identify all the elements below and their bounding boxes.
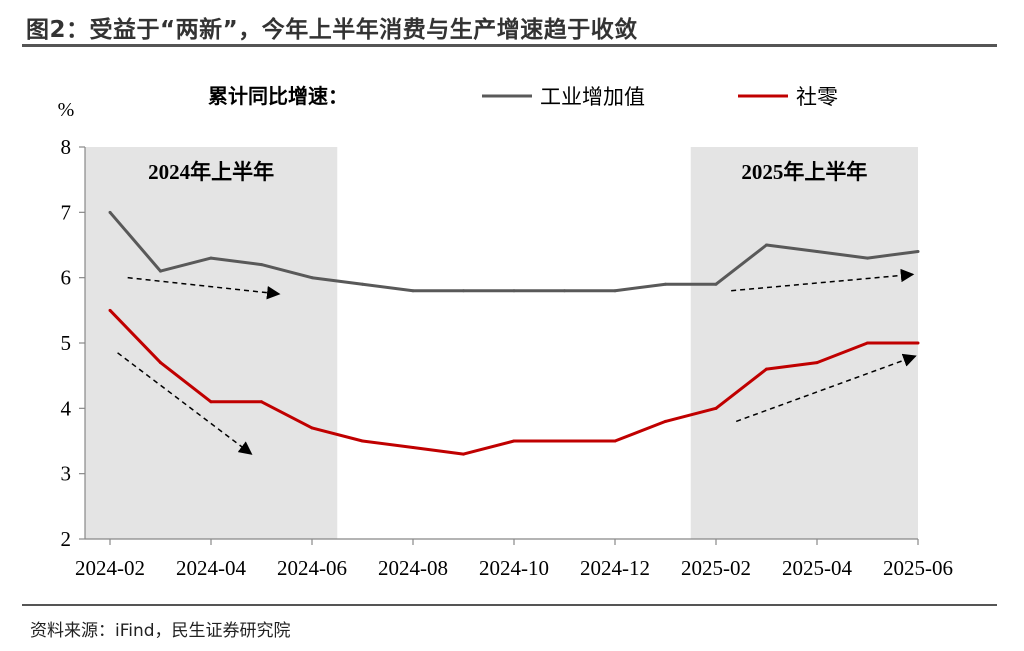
x-tick-label: 2024-12	[580, 556, 650, 580]
data-point	[260, 263, 263, 267]
data-point	[815, 361, 819, 365]
source-note: 资料来源：iFind，民生证券研究院	[30, 621, 291, 641]
data-point	[411, 289, 415, 293]
data-point	[209, 400, 213, 404]
x-tick-label: 2024-08	[378, 556, 448, 580]
footer-rule	[22, 604, 997, 606]
y-tick-label: 6	[61, 266, 72, 290]
data-point	[765, 243, 768, 247]
data-point	[563, 439, 566, 443]
trend-arrow	[735, 353, 917, 423]
data-point	[714, 282, 718, 286]
x-tick-label: 2025-04	[782, 556, 852, 580]
shaded-period-label: 2025年上半年	[741, 160, 867, 184]
data-point	[916, 250, 920, 254]
y-tick-label: 4	[61, 396, 72, 420]
x-tick-label: 2024-02	[75, 556, 145, 580]
shaded-periods: 2024年上半年 2025年上半年	[85, 147, 918, 539]
title-rule	[22, 44, 997, 47]
data-point	[563, 289, 566, 293]
legend-label: 工业增加值	[540, 85, 645, 109]
y-axis-unit: %	[58, 99, 75, 121]
series-lines	[108, 210, 920, 456]
shaded-period-1	[85, 147, 338, 539]
data-point	[310, 426, 314, 430]
x-tick-label: 2025-02	[681, 556, 751, 580]
data-point	[108, 210, 112, 214]
data-point	[361, 282, 364, 286]
data-point	[765, 367, 768, 371]
data-point	[815, 250, 819, 254]
y-tick-label: 5	[61, 331, 72, 355]
x-tick-label: 2025-06	[883, 556, 953, 580]
data-point	[159, 269, 162, 273]
trend-arrow	[731, 268, 915, 292]
data-point	[462, 289, 465, 293]
trend-arrow	[127, 276, 281, 300]
data-point	[613, 289, 617, 293]
data-point	[159, 361, 162, 365]
data-point	[512, 289, 516, 293]
x-tick-label: 2024-04	[176, 556, 246, 580]
data-point	[916, 341, 920, 345]
data-point	[664, 419, 667, 423]
data-point	[411, 446, 415, 450]
y-tick-label: 8	[61, 135, 72, 159]
data-point	[664, 282, 667, 286]
legend-label: 社零	[796, 85, 838, 109]
x-tick-label: 2024-06	[277, 556, 347, 580]
y-tick-label: 3	[61, 462, 72, 486]
x-tick-label: 2024-10	[479, 556, 549, 580]
data-point	[512, 439, 516, 443]
data-point	[462, 452, 465, 456]
data-point	[108, 308, 112, 312]
legend: 累计同比增速： 工业增加值 社零	[208, 84, 838, 109]
y-tick-label: 7	[61, 200, 72, 224]
axes: 2 3 4 5 6 7 8% 2024-02 2024-04 2024-06 2024-08 2024…	[58, 99, 953, 580]
data-point	[866, 341, 869, 345]
trend-arrow	[117, 352, 253, 455]
data-point	[866, 256, 869, 260]
data-point	[613, 439, 617, 443]
figure-title: 图2：受益于“两新”，今年上半年消费与生产增速趋于收敛	[26, 17, 638, 43]
trend-arrows	[117, 268, 917, 455]
data-point	[310, 276, 314, 280]
data-point	[260, 400, 263, 404]
legend-title: 累计同比增速：	[208, 84, 348, 108]
y-tick-label: 2	[61, 527, 72, 551]
data-point	[209, 256, 213, 260]
shaded-period-label: 2024年上半年	[148, 160, 274, 184]
data-point	[361, 439, 364, 443]
data-point	[714, 406, 718, 410]
